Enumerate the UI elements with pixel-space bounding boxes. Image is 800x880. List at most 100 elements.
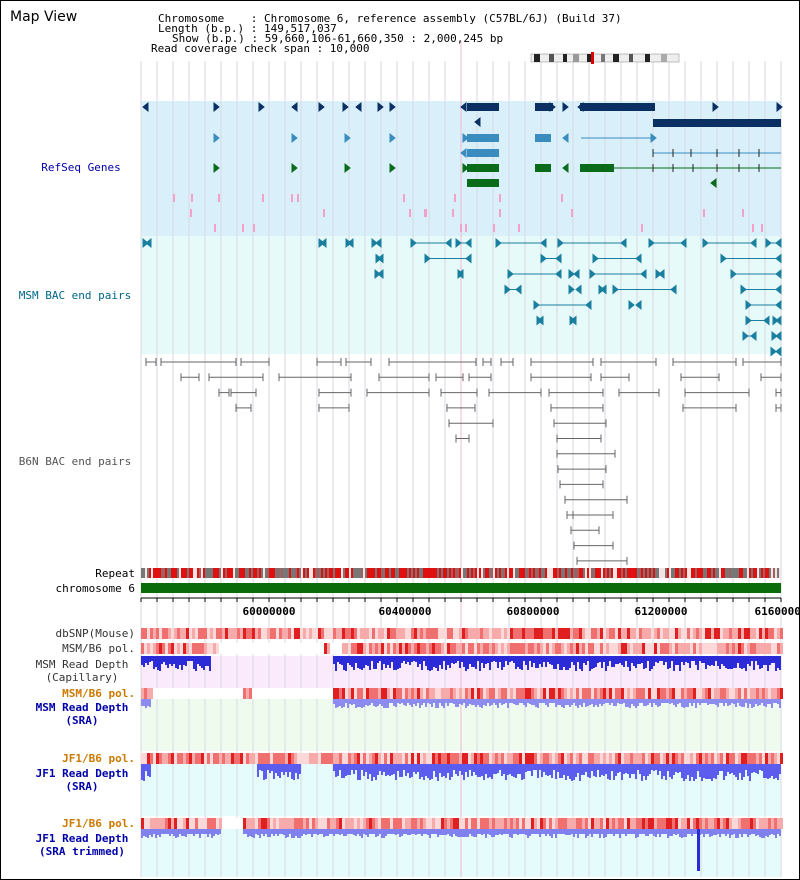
- depth-bar: [525, 764, 527, 772]
- heat-cell: [231, 753, 234, 764]
- depth-bar: [331, 829, 333, 834]
- heat-cell: [147, 643, 150, 654]
- depth-bar: [507, 699, 509, 708]
- heat-cell: [201, 628, 204, 639]
- depth-bar: [469, 699, 471, 704]
- heat-cell: [525, 753, 528, 764]
- heat-cell: [645, 753, 648, 764]
- depth-bar: [577, 656, 579, 662]
- depth-bar: [417, 764, 419, 772]
- heat-cell: [486, 628, 489, 639]
- heat-cell: [510, 643, 513, 654]
- repeat-segment: [749, 568, 751, 578]
- heat-cell: [480, 753, 483, 764]
- depth-bar: [567, 656, 569, 670]
- heat-cell: [180, 688, 183, 699]
- heat-cell: [411, 818, 414, 829]
- feature-marker: [750, 237, 757, 249]
- heat-cell: [276, 818, 279, 829]
- depth-bar: [501, 656, 503, 670]
- refseq-tick: [571, 209, 573, 217]
- depth-bar: [199, 656, 201, 666]
- depth-bar: [729, 699, 731, 705]
- depth-bar: [339, 829, 341, 835]
- heat-cell: [213, 688, 216, 699]
- depth-bar: [515, 699, 517, 705]
- heat-cell: [264, 818, 267, 829]
- depth-bar: [581, 829, 583, 834]
- heat-cell: [672, 643, 675, 654]
- heat-cell: [720, 688, 723, 699]
- heat-cell: [246, 628, 249, 639]
- depth-bar: [581, 656, 583, 671]
- depth-bar: [683, 829, 685, 837]
- heat-cell: [639, 753, 642, 764]
- depth-bar: [317, 829, 319, 835]
- depth-bar: [405, 829, 407, 834]
- depth-bar: [285, 829, 287, 838]
- repeat-segment: [237, 568, 239, 578]
- depth-bar: [543, 764, 545, 772]
- depth-bar: [729, 656, 731, 669]
- refseq-marker: [355, 101, 362, 113]
- repeat-segment: [653, 568, 655, 578]
- heat-cell: [345, 818, 348, 829]
- depth-bar: [151, 656, 153, 661]
- depth-bar: [433, 829, 435, 834]
- depth-bar: [467, 656, 469, 669]
- depth-bar: [145, 829, 147, 837]
- repeat-segment: [277, 568, 279, 578]
- depth-bar: [517, 656, 519, 667]
- depth-bar: [735, 764, 737, 777]
- depth-bar: [479, 829, 481, 834]
- heat-cell: [414, 628, 417, 639]
- heat-cell: [258, 753, 261, 764]
- repeat-segment: [241, 568, 243, 578]
- heat-cell: [558, 628, 561, 639]
- repeat-segment: [287, 568, 289, 578]
- heat-cell: [750, 643, 753, 654]
- heat-cell: [360, 628, 363, 639]
- heat-cell: [507, 753, 510, 764]
- depth-bar: [637, 829, 639, 837]
- depth-bar: [777, 764, 779, 780]
- depth-bar: [649, 656, 651, 671]
- depth-bar: [575, 829, 577, 834]
- heat-cell: [594, 818, 597, 829]
- heat-cell: [249, 688, 252, 699]
- feature-marker: [145, 237, 152, 249]
- depth-bar: [185, 656, 187, 666]
- heat-cell: [657, 818, 660, 829]
- heat-cell: [585, 688, 588, 699]
- depth-bar: [435, 699, 437, 708]
- depth-bar: [295, 829, 297, 836]
- heat-cell: [525, 643, 528, 654]
- depth-bar: [483, 764, 485, 780]
- heat-cell: [183, 643, 186, 654]
- depth-bar: [565, 764, 567, 780]
- heat-cell: [705, 628, 708, 639]
- heat-cell: [291, 628, 294, 639]
- depth-bar: [521, 829, 523, 834]
- depth-bar: [687, 656, 689, 663]
- depth-bar: [217, 829, 219, 835]
- depth-bar: [569, 764, 571, 779]
- depth-bar: [505, 656, 507, 661]
- heat-cell: [444, 643, 447, 654]
- jf1-read-depth-sra-sub: (SRA): [65, 780, 99, 793]
- heat-cell: [336, 688, 339, 699]
- depth-bar: [693, 699, 695, 703]
- heat-cell: [456, 628, 459, 639]
- heat-cell: [495, 818, 498, 829]
- depth-bar: [173, 829, 175, 836]
- heat-cell: [726, 688, 729, 699]
- heat-cell: [657, 753, 660, 764]
- depth-bar: [569, 699, 571, 707]
- depth-bar: [457, 699, 459, 707]
- heat-cell: [750, 688, 753, 699]
- heat-cell: [564, 643, 567, 654]
- heat-cell: [534, 818, 537, 829]
- depth-bar: [719, 656, 721, 669]
- depth-bar: [717, 764, 719, 775]
